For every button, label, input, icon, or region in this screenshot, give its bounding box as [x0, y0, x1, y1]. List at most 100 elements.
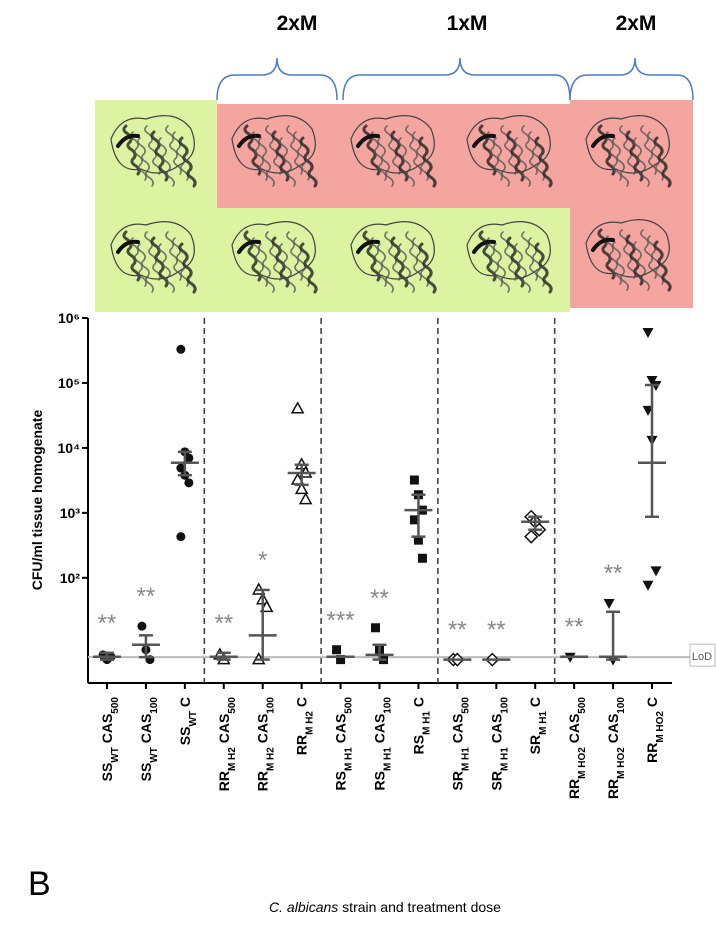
helix — [412, 131, 429, 181]
x-tick-label: RRM HO2 C — [644, 697, 666, 763]
x-tick-label: SRM H1 C — [527, 697, 549, 754]
x-tick-label-sub: M H1 — [460, 747, 471, 771]
bracket-label: 2xM — [277, 12, 318, 35]
loop — [350, 221, 435, 280]
data-point — [371, 623, 380, 633]
helix — [362, 230, 381, 282]
data-point — [137, 621, 147, 631]
helix — [122, 230, 141, 282]
x-tick-label-sub: M H1 — [499, 747, 510, 771]
x-tick-label-sub: 100 — [382, 697, 393, 714]
protein-icons — [110, 115, 672, 294]
loop — [110, 115, 195, 174]
x-tick-label-sub: 500 — [577, 697, 588, 714]
helix — [158, 137, 175, 187]
x-tick-label-main: SS — [177, 727, 193, 746]
x-tick-label-main: RS — [333, 771, 349, 790]
helix — [514, 137, 531, 187]
protein-icon — [350, 221, 437, 294]
x-axis-label: C. albicans strain and treatment dose — [269, 899, 501, 915]
helix — [265, 231, 282, 281]
y-tick-label: 10⁶ — [58, 310, 80, 326]
helix — [258, 137, 275, 187]
x-tick-label: SRM H1 CAS500 — [449, 697, 471, 791]
helix — [500, 231, 517, 281]
protein-icon — [231, 221, 318, 294]
helix — [612, 137, 629, 187]
x-tick-label: SSWT C — [177, 697, 199, 745]
strand — [356, 133, 380, 148]
x-tick-label-sub: WT — [148, 747, 159, 763]
helix — [243, 124, 262, 176]
x-tick-label: RRM HO2 CAS500 — [566, 697, 588, 799]
data-point — [642, 580, 654, 591]
helix — [493, 243, 510, 293]
x-axis-label-rest: strain and treatment dose — [338, 899, 501, 915]
helix — [633, 241, 650, 291]
strand — [591, 237, 615, 252]
x-tick-label-main: CAS — [605, 714, 621, 747]
helix — [653, 136, 672, 188]
x-tick-label: RRM H2 C — [294, 697, 316, 755]
protein-icon — [350, 115, 437, 188]
helix — [144, 231, 161, 281]
loop — [350, 115, 435, 174]
helix — [514, 243, 531, 293]
x-tick-label-sub: 100 — [265, 697, 276, 714]
x-tick-label-main: RR — [216, 771, 232, 791]
x-tick-label: RRM H2 CAS500 — [216, 697, 238, 792]
x-tick-label-sub: WT — [187, 711, 198, 727]
loop — [231, 221, 316, 280]
x-tick-label: RSM H1 CAS500 — [333, 697, 355, 791]
helix — [178, 242, 197, 294]
helix — [293, 131, 310, 181]
loop — [466, 115, 551, 174]
data-point — [176, 463, 186, 473]
y-axis-label: CFU/ml tissue homogenate — [29, 410, 45, 591]
helix — [137, 243, 154, 293]
helix — [619, 229, 636, 279]
strand — [472, 239, 496, 254]
x-tick-label-main: RR — [255, 771, 271, 791]
x-tick-label: RRM H2 CAS100 — [255, 697, 277, 792]
x-tick-label-main: RR — [294, 735, 310, 755]
helix — [172, 131, 189, 181]
data-point — [298, 492, 313, 505]
x-tick-label-sub: M H2 — [226, 747, 237, 771]
brackets — [216, 57, 694, 101]
helix — [605, 131, 622, 181]
x-tick-label-main: SS — [138, 763, 154, 782]
helix — [528, 131, 545, 181]
x-tick-label-main: CAS — [449, 714, 465, 747]
x-tick-label-sub: M H2 — [304, 711, 315, 735]
helix — [362, 124, 381, 176]
significance: ** — [370, 585, 389, 612]
helix — [299, 242, 318, 294]
helix — [293, 237, 310, 287]
x-tick-label-main: CAS — [372, 714, 388, 747]
loop — [585, 115, 670, 174]
data-point — [176, 532, 186, 542]
significance: ** — [448, 617, 467, 644]
helix — [130, 131, 147, 181]
structure-panel — [95, 100, 693, 312]
helix — [500, 125, 517, 175]
x-tick-label-sub: M H1 — [343, 747, 354, 771]
bracket — [216, 57, 338, 101]
data-point — [417, 553, 427, 563]
strand — [116, 133, 140, 148]
panel-label: B — [28, 865, 51, 903]
helix — [486, 131, 503, 181]
strand — [237, 239, 261, 254]
bracket — [569, 57, 694, 101]
bracket-label: 2xM — [616, 12, 657, 35]
x-tick-label: SRM H1 CAS100 — [488, 697, 510, 791]
helix — [258, 243, 275, 293]
x-tick-label: SSWT CAS500 — [99, 697, 121, 782]
helix — [377, 137, 394, 187]
x-tick-label-sub: 500 — [110, 697, 121, 714]
x-tick-label-main: RS — [372, 771, 388, 790]
helix — [137, 137, 154, 187]
